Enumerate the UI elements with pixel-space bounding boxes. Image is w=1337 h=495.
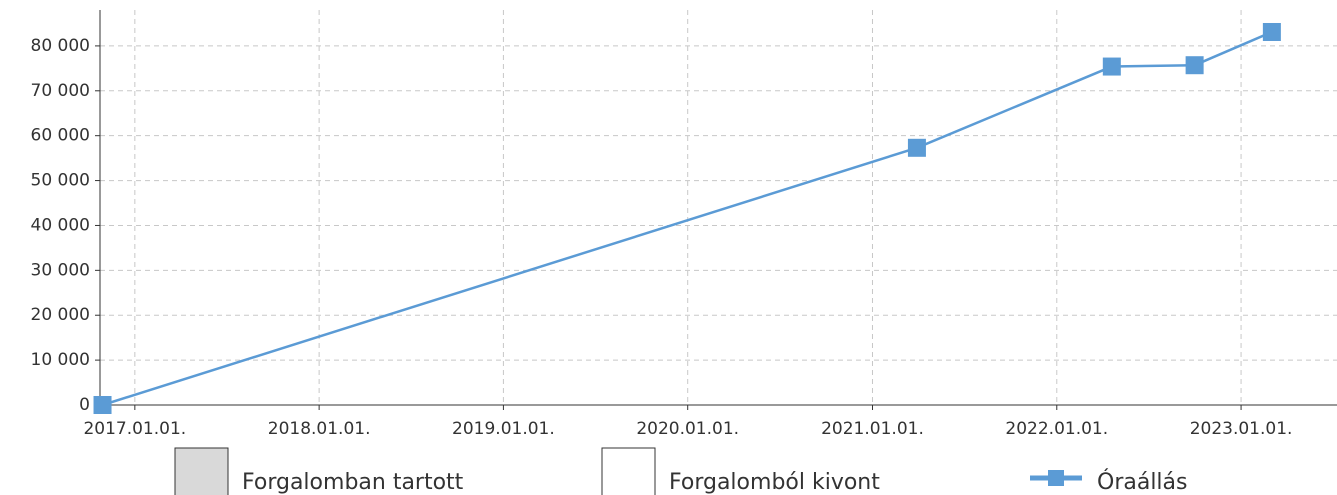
- legend-swatch: [174, 447, 229, 495]
- x-tick-label: 2019.01.01.: [452, 419, 555, 439]
- x-tick-label: 2018.01.01.: [268, 419, 371, 439]
- y-tick-label: 60 000: [31, 126, 90, 146]
- point: [907, 138, 926, 157]
- y-tick-label: 10 000: [31, 350, 90, 370]
- legend-marker: [1048, 470, 1064, 486]
- legend-label: Óraállás: [1097, 469, 1188, 495]
- line: [102, 30, 1273, 407]
- point: [1102, 57, 1121, 76]
- x-tick-label: 2017.01.01.: [83, 419, 186, 439]
- x-tick-label: 2020.01.01.: [636, 419, 739, 439]
- y-tick-label: 0: [79, 395, 90, 415]
- point: [1185, 56, 1204, 75]
- point: [1262, 22, 1281, 41]
- legend-label: Forgalomból kivont: [669, 470, 880, 495]
- x-tick-label: 2023.01.01.: [1190, 419, 1293, 439]
- y-tick-label: 50 000: [31, 171, 90, 191]
- point: [93, 396, 112, 414]
- y-tick-label: 40 000: [31, 215, 90, 235]
- x-tick-label: 2021.01.01.: [821, 419, 924, 439]
- y-tick-label: 70 000: [31, 81, 90, 101]
- x-tick-label: 2022.01.01.: [1005, 419, 1108, 439]
- y-tick-label: 80 000: [31, 36, 90, 56]
- y-tick-label: 30 000: [31, 260, 90, 280]
- legend-label: Forgalomban tartott: [242, 470, 464, 495]
- y-tick-label: 20 000: [31, 305, 90, 325]
- legend-swatch: [601, 447, 656, 495]
